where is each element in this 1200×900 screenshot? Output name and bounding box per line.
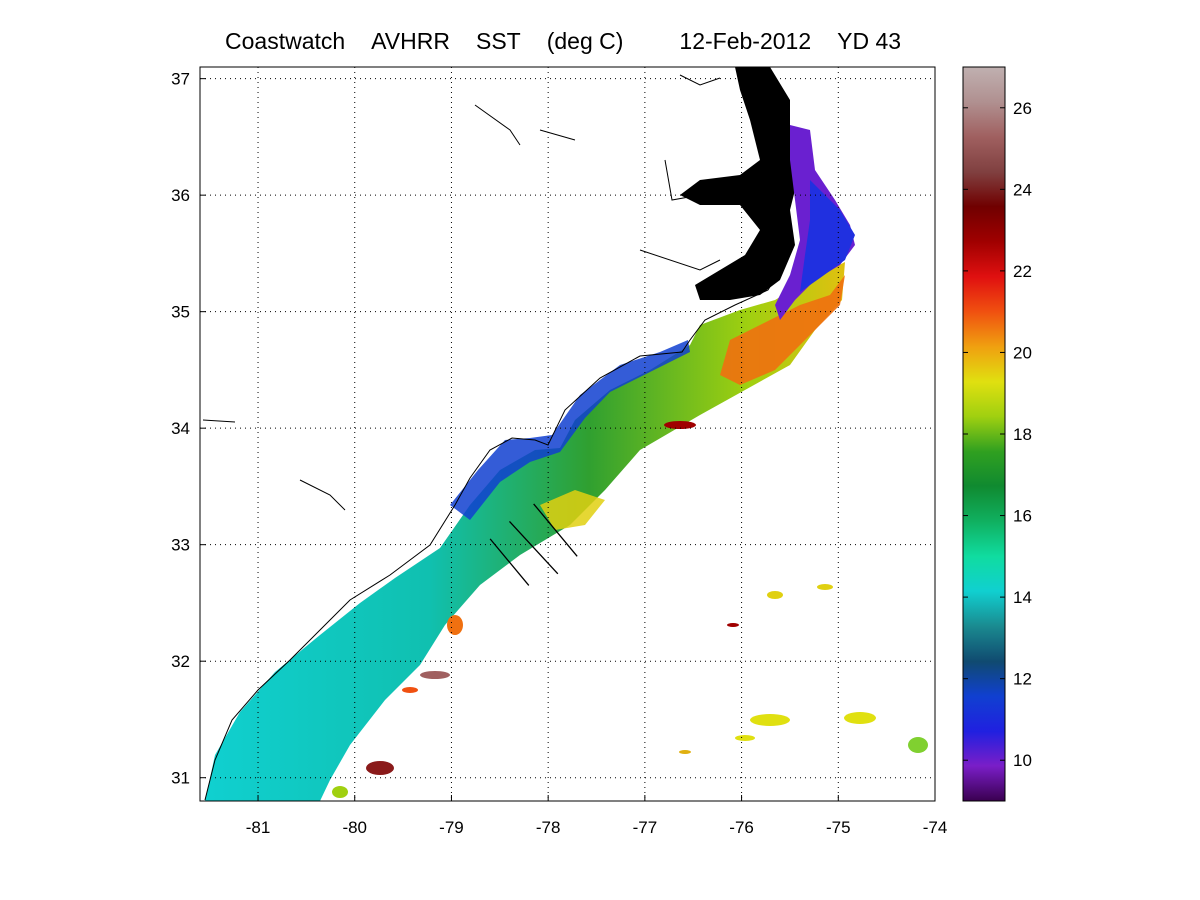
lat-tick-label: 32 bbox=[171, 652, 190, 671]
longitude-axis: -81 -80 -79 -78 -77 -76 -75 -74 bbox=[246, 795, 948, 837]
lon-tick-label: -75 bbox=[826, 818, 851, 837]
lon-tick-label: -78 bbox=[536, 818, 561, 837]
colorbar bbox=[962, 66, 1006, 802]
sst-shelf-band bbox=[205, 262, 845, 801]
lon-tick-label: -80 bbox=[342, 818, 367, 837]
sst-warm-edge-south bbox=[540, 490, 605, 530]
title-units: (deg C) bbox=[546, 28, 624, 54]
colorbar-tick-label: 22 bbox=[1013, 262, 1032, 281]
lon-tick-label: -76 bbox=[729, 818, 754, 837]
sound-area bbox=[680, 67, 800, 300]
lat-tick-label: 35 bbox=[171, 303, 190, 322]
section-line bbox=[508, 520, 559, 575]
title-date: 12-Feb-2012 bbox=[679, 28, 812, 54]
map-panel bbox=[200, 67, 935, 801]
lon-tick-label: -74 bbox=[923, 818, 948, 837]
lat-tick-label: 36 bbox=[171, 186, 190, 205]
sst-nearshore-cold bbox=[450, 340, 690, 520]
coastline bbox=[204, 67, 791, 801]
offshore-patches bbox=[332, 421, 928, 798]
map-title: Coastwatch AVHRR SST (deg C) 12-Feb-2012 YD 4… bbox=[225, 28, 927, 55]
map-frame bbox=[199, 66, 936, 802]
colorbar-tick-label: 12 bbox=[1013, 670, 1032, 689]
title-yearday: YD 43 bbox=[837, 28, 902, 54]
title-sensor: AVHRR bbox=[371, 28, 450, 54]
lon-tick-label: -81 bbox=[246, 818, 271, 837]
lat-tick-label: 34 bbox=[171, 419, 190, 438]
colorbar-axis: 10 12 14 16 18 20 22 24 26 bbox=[963, 99, 1032, 770]
lat-tick-label: 37 bbox=[171, 70, 190, 89]
colorbar-tick-label: 20 bbox=[1013, 343, 1032, 362]
coastline-estuaries bbox=[202, 74, 741, 511]
colorbar-tick-label: 16 bbox=[1013, 507, 1032, 526]
latitude-axis: 31 32 33 34 35 36 37 bbox=[171, 70, 206, 788]
colorbar-tick-label: 10 bbox=[1013, 751, 1032, 770]
colorbar-tick-label: 18 bbox=[1013, 425, 1032, 444]
colorbar-tick-label: 24 bbox=[1013, 180, 1032, 199]
lon-tick-label: -77 bbox=[633, 818, 658, 837]
title-variable: SST bbox=[475, 28, 521, 54]
sst-blue-shelf bbox=[800, 180, 855, 292]
lon-tick-label: -79 bbox=[439, 818, 464, 837]
colorbar-tick-label: 26 bbox=[1013, 99, 1032, 118]
section-line bbox=[489, 538, 530, 586]
section-line bbox=[533, 503, 578, 557]
lat-tick-label: 31 bbox=[171, 769, 190, 788]
section-lines bbox=[489, 503, 578, 586]
lat-tick-label: 33 bbox=[171, 536, 190, 555]
colorbar-tick-label: 14 bbox=[1013, 588, 1032, 607]
sst-warm-edge bbox=[720, 275, 845, 385]
title-product: Coastwatch bbox=[225, 28, 346, 54]
